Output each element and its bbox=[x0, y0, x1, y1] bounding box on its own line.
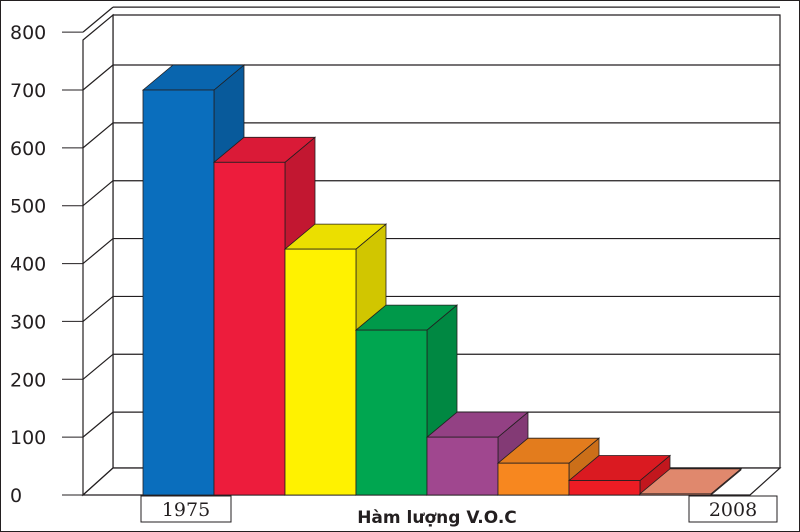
x-axis-labels: 1975 2008 Hàm lượng V.O.C bbox=[140, 495, 778, 528]
y-tick-label: 700 bbox=[10, 80, 46, 102]
bar-front bbox=[284, 248, 357, 496]
bar-front bbox=[426, 436, 499, 496]
gridline-side bbox=[82, 411, 114, 438]
y-tick-label: 200 bbox=[10, 369, 46, 391]
x-start-label: 1975 bbox=[162, 499, 210, 521]
bar bbox=[638, 467, 743, 496]
end-label-box bbox=[688, 495, 778, 523]
bar-front bbox=[639, 493, 712, 496]
start-label-box bbox=[140, 495, 232, 523]
bar bbox=[567, 454, 672, 496]
gridline-side bbox=[82, 238, 114, 265]
y-tick-label: 800 bbox=[10, 22, 46, 44]
gridline-side bbox=[82, 353, 114, 380]
y-tick-label: 400 bbox=[10, 254, 46, 276]
bar-front bbox=[497, 462, 570, 496]
x-end-label: 2008 bbox=[709, 499, 757, 521]
gridline-side bbox=[82, 122, 114, 149]
y-tick-label: 300 bbox=[10, 311, 46, 333]
x-axis-caption: Hàm lượng V.O.C bbox=[357, 508, 517, 528]
bars bbox=[141, 64, 743, 496]
bar-front bbox=[568, 480, 641, 496]
y-tick-label: 600 bbox=[10, 138, 46, 160]
gridline-side bbox=[82, 180, 114, 207]
gridline-side bbox=[82, 6, 114, 33]
y-tick-label: 0 bbox=[10, 485, 22, 507]
gridline-side bbox=[82, 64, 114, 91]
bar-front bbox=[355, 329, 428, 496]
bar-front bbox=[142, 89, 215, 496]
y-tick-label: 500 bbox=[10, 196, 46, 218]
y-axis-ticks: 0 100 200 300 400 500 600 700 800 bbox=[10, 22, 46, 507]
bar-front bbox=[213, 161, 286, 496]
gridline-side bbox=[82, 295, 114, 322]
y-tick-label: 100 bbox=[10, 427, 46, 449]
